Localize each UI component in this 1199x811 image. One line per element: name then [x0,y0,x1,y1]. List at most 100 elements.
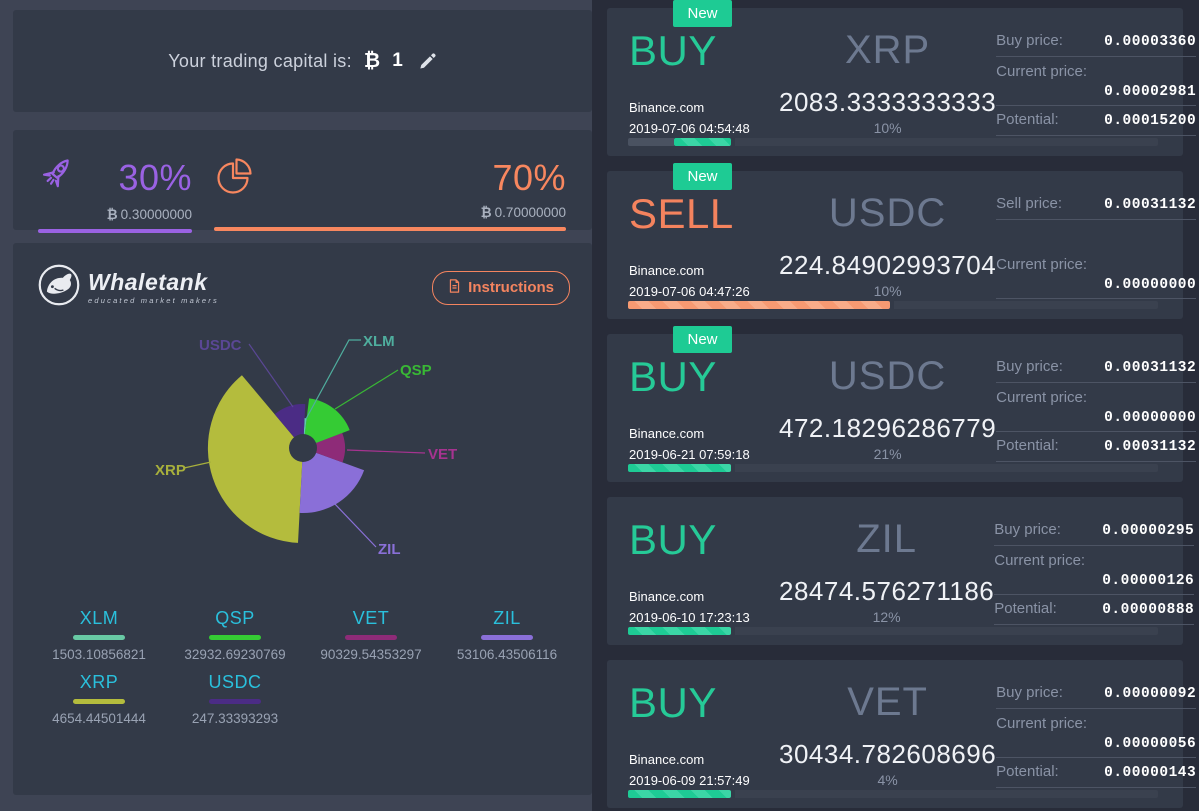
price-value: 0.00031132 [1104,197,1197,213]
price-label: Current price: [996,63,1088,80]
trade-datetime: 2019-06-21 07:59:18 [629,447,750,462]
coin-name: VET [847,680,928,724]
price-label: Current price: [996,389,1088,406]
price-label: Buy price: [994,521,1061,538]
price-row: Potential: 0.00015200 [996,106,1197,136]
price-value: 0.00000888 [1102,602,1195,618]
coin-amount: 30434.782608696 [779,739,997,769]
chart-callout-line [346,449,426,454]
chart-segment-label: ZIL [378,541,401,558]
price-label: Current price: [996,256,1088,273]
coin-name: USDC [828,191,947,235]
legend-label: XRP [79,672,119,692]
reserve-amount: ₿ 0.70000000 [480,205,566,220]
chart-segment-label: QSP [400,362,432,379]
progress-bar [628,138,1158,146]
document-icon [448,278,461,298]
percent-label: 10% [873,283,902,299]
price-label: Sell price: [996,195,1063,212]
legend-value: 4654.44501444 [52,711,146,726]
signal-card: New BUY Binance.com 2019-06-21 07:59:18 … [607,326,1197,482]
action-label: BUY [629,679,717,726]
price-row: 0.00000000 [996,274,1197,299]
price-row: Current price: [996,383,1196,407]
price-row: Current price: [996,250,1196,274]
legend-color-bar [73,635,125,640]
whaletank-logo: Whaletank educated market makers [37,263,219,312]
legend-value: 32932.69230769 [184,647,286,662]
price-value: 0.00003360 [1104,34,1197,50]
portfolio-legend: XLM 1503.10856821 QSP 32932.69230769 VET… [13,608,592,726]
whale-logo-icon [37,263,81,312]
coin-name: XRP [844,28,931,72]
trade-datetime: 2019-06-09 21:57:49 [629,773,750,788]
legend-label: ZIL [493,608,521,628]
price-value: 0.00002981 [1104,84,1197,100]
progress-bar [628,627,1158,635]
price-label: Buy price: [996,358,1063,375]
instructions-button[interactable]: Instructions [432,270,570,305]
chart-segment-qsp [303,398,350,448]
new-badge: New [673,163,732,190]
price-label: Potential: [996,763,1059,780]
percent-label: 12% [872,609,901,625]
price-row: Potential: 0.00000143 [996,758,1197,788]
capital-label: Your trading capital is: [168,50,352,71]
price-row: Sell price: 0.00031132 [996,193,1197,220]
capital-panel: Your trading capital is: ₿ 1 [13,10,592,112]
chart-segment-label: USDC [199,337,242,354]
logo-subtitle: educated market makers [88,295,219,305]
reserve-percent: 70% [492,157,566,198]
price-label: Current price: [996,715,1088,732]
trade-datetime: 2019-06-10 17:23:13 [629,610,750,625]
new-badge: New [673,326,732,353]
price-label: Current price: [994,552,1086,569]
legend-label: USDC [208,672,262,692]
legend-item: QSP 32932.69230769 [167,608,303,662]
signal-card: BUY Binance.com 2019-06-09 21:57:49 VET … [607,660,1197,808]
edit-icon[interactable] [419,52,437,70]
logo-title: Whaletank [88,268,208,295]
price-label: Potential: [996,437,1059,454]
price-row: 0.00000000 [996,407,1197,432]
legend-label: QSP [215,608,255,628]
price-label: Potential: [996,111,1059,128]
progress-bar [628,464,1158,472]
price-value: 0.00000295 [1102,523,1195,539]
chart-callout-line [334,369,399,410]
percent-label: 4% [877,772,898,788]
exchange-name: Binance.com [629,100,705,115]
bitcoin-icon: ₿ [106,207,118,222]
coin-name: ZIL [856,517,918,561]
price-row: Current price: [994,546,1194,570]
legend-value: 1503.10856821 [52,647,146,662]
coin-amount: 224.84902993704 [779,250,997,280]
chart-segment-xrp [207,375,303,543]
coin-amount: 472.18296286779 [779,413,997,443]
rocket-icon [38,154,78,203]
price-value: 0.00000092 [1104,686,1197,702]
chart-callout-line [183,461,212,469]
exchange-name: Binance.com [629,263,705,278]
price-row: Potential: 0.00031132 [996,432,1197,462]
legend-item: XRP 4654.44501444 [31,672,167,726]
price-row: Buy price: 0.00000092 [996,682,1197,709]
signals-column: New BUY Binance.com 2019-07-06 04:54:48 … [592,0,1199,811]
reserve-allocation: 70% ₿ 0.70000000 [214,154,566,231]
trading-underline [38,229,192,233]
trade-datetime: 2019-07-06 04:54:48 [629,121,750,136]
action-label: SELL [629,190,734,237]
legend-color-bar [73,699,125,704]
percent-label: 10% [873,120,902,136]
exchange-name: Binance.com [629,752,705,767]
price-value: 0.00031132 [1104,439,1197,455]
legend-value: 90329.54353297 [320,647,422,662]
price-value: 0.00000056 [1104,736,1197,752]
legend-value: 247.33393293 [191,711,279,726]
action-label: BUY [629,27,717,74]
trading-percent: 30% [118,157,192,198]
capital-value: 1 [392,50,403,71]
legend-color-bar [345,635,397,640]
chart-callout-line [248,343,294,408]
price-value: 0.00031132 [1104,360,1197,376]
